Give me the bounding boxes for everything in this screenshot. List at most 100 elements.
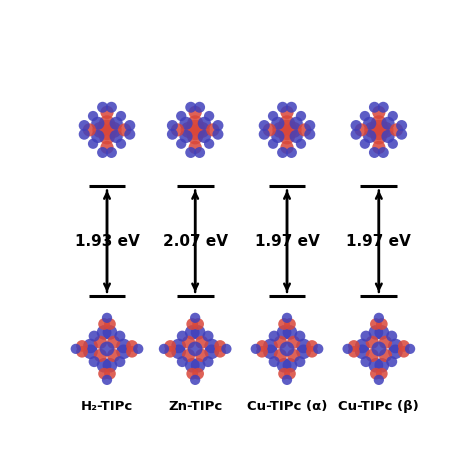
Ellipse shape (83, 345, 98, 359)
Ellipse shape (369, 358, 383, 373)
Ellipse shape (388, 338, 403, 353)
Ellipse shape (369, 147, 380, 158)
Ellipse shape (79, 129, 90, 140)
Ellipse shape (116, 138, 126, 149)
Text: 1.97 eV: 1.97 eV (346, 234, 411, 249)
Ellipse shape (204, 345, 219, 359)
Ellipse shape (388, 345, 403, 359)
Ellipse shape (91, 130, 104, 143)
Ellipse shape (355, 123, 368, 137)
Ellipse shape (104, 318, 116, 330)
Ellipse shape (204, 138, 214, 149)
Ellipse shape (167, 129, 178, 140)
Ellipse shape (91, 117, 104, 130)
Ellipse shape (269, 331, 280, 342)
Ellipse shape (256, 340, 268, 352)
Ellipse shape (97, 325, 111, 340)
Text: 2.07 eV: 2.07 eV (163, 234, 228, 249)
Ellipse shape (374, 375, 384, 385)
Ellipse shape (164, 346, 176, 357)
Ellipse shape (284, 318, 296, 330)
Ellipse shape (388, 138, 398, 149)
Ellipse shape (202, 331, 213, 342)
Ellipse shape (195, 349, 209, 362)
Ellipse shape (282, 313, 292, 323)
Ellipse shape (268, 138, 278, 149)
Ellipse shape (83, 123, 96, 137)
Ellipse shape (374, 358, 389, 373)
Ellipse shape (378, 102, 389, 113)
Ellipse shape (214, 346, 226, 357)
Ellipse shape (371, 115, 387, 131)
Ellipse shape (371, 128, 387, 145)
Ellipse shape (116, 338, 131, 353)
Ellipse shape (286, 147, 297, 158)
Ellipse shape (187, 115, 203, 131)
Text: 1.97 eV: 1.97 eV (255, 234, 319, 249)
Ellipse shape (382, 117, 395, 130)
Ellipse shape (348, 340, 360, 352)
Ellipse shape (186, 318, 198, 330)
Ellipse shape (277, 119, 297, 140)
Ellipse shape (88, 138, 98, 149)
Ellipse shape (118, 123, 131, 137)
Ellipse shape (396, 129, 407, 140)
Ellipse shape (204, 338, 219, 353)
Ellipse shape (109, 130, 123, 143)
Ellipse shape (181, 122, 197, 138)
Ellipse shape (189, 106, 202, 119)
Ellipse shape (195, 336, 209, 349)
Ellipse shape (116, 345, 131, 359)
Ellipse shape (79, 120, 90, 131)
Ellipse shape (192, 318, 204, 330)
Ellipse shape (185, 119, 205, 140)
Ellipse shape (97, 147, 108, 158)
Ellipse shape (271, 130, 284, 143)
Text: 1.93 eV: 1.93 eV (74, 234, 139, 249)
Ellipse shape (277, 102, 288, 113)
Text: Zn-TIPc: Zn-TIPc (168, 400, 222, 413)
Ellipse shape (99, 128, 115, 145)
Ellipse shape (182, 349, 195, 362)
Ellipse shape (296, 138, 306, 149)
Text: Cu-TIPc (α): Cu-TIPc (α) (247, 400, 327, 413)
Ellipse shape (355, 345, 370, 359)
Ellipse shape (104, 368, 116, 380)
Ellipse shape (126, 340, 138, 352)
Ellipse shape (278, 368, 290, 380)
Ellipse shape (360, 356, 372, 367)
Ellipse shape (99, 115, 115, 131)
Ellipse shape (185, 325, 200, 340)
Ellipse shape (306, 340, 318, 352)
Ellipse shape (185, 147, 196, 158)
Ellipse shape (97, 119, 117, 140)
Ellipse shape (377, 122, 393, 138)
Ellipse shape (351, 129, 362, 140)
Ellipse shape (379, 336, 392, 349)
Ellipse shape (405, 344, 415, 354)
Ellipse shape (182, 336, 195, 349)
Ellipse shape (188, 342, 202, 356)
Ellipse shape (179, 117, 192, 130)
Ellipse shape (285, 122, 301, 138)
Ellipse shape (363, 130, 376, 143)
Ellipse shape (89, 331, 100, 342)
Ellipse shape (189, 141, 202, 154)
Ellipse shape (191, 325, 205, 340)
Ellipse shape (360, 331, 372, 342)
Ellipse shape (281, 106, 293, 119)
Ellipse shape (396, 120, 407, 131)
Ellipse shape (263, 123, 276, 137)
Ellipse shape (364, 122, 380, 138)
Ellipse shape (221, 344, 231, 354)
Ellipse shape (191, 358, 205, 373)
Ellipse shape (102, 375, 112, 385)
Ellipse shape (374, 313, 384, 323)
Ellipse shape (370, 318, 382, 330)
Ellipse shape (109, 117, 123, 130)
Ellipse shape (279, 115, 295, 131)
Ellipse shape (177, 356, 188, 367)
Ellipse shape (186, 368, 198, 380)
Ellipse shape (256, 346, 268, 357)
Ellipse shape (363, 117, 376, 130)
